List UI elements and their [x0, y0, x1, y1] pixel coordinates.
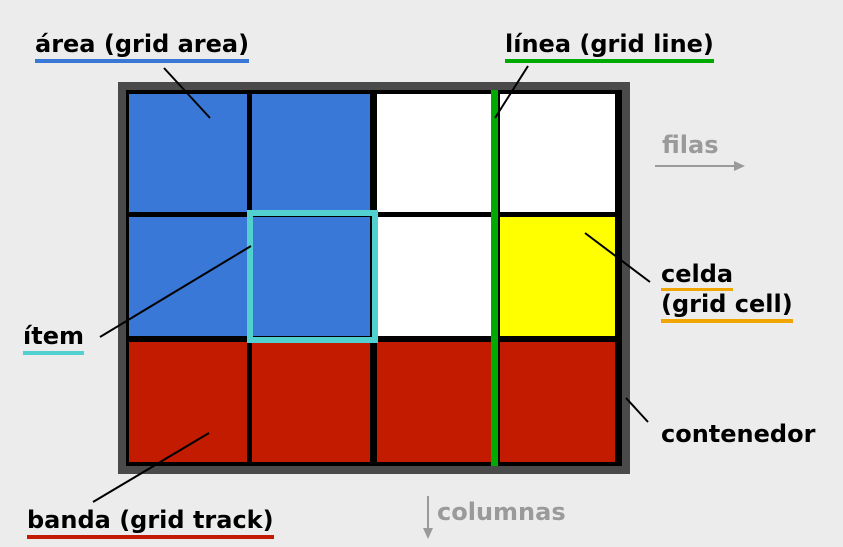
grid-cell-r3-c3: [377, 342, 494, 462]
grid-cell-r2-c1: [129, 217, 247, 336]
grid-cell-r1-c1: [129, 94, 247, 212]
pointer-cell: [584, 232, 651, 283]
grid-cell-r1-c4: [500, 94, 615, 212]
grid-cell-r3-c2: [252, 342, 370, 462]
pointer-line: [494, 65, 529, 119]
rows-arrow: [655, 161, 745, 171]
pointer-container: [625, 397, 649, 423]
label-cell-line2: (grid cell): [661, 291, 793, 323]
label-rows: filas: [662, 132, 719, 159]
label-area-text: área (grid area): [35, 31, 250, 63]
label-line-text: línea (grid line): [505, 31, 714, 63]
label-track: banda (grid track): [27, 507, 274, 539]
grid-cell-r3-c1: [129, 342, 247, 462]
label-track-text: banda (grid track): [27, 507, 274, 539]
grid-cell-r3-c4: [500, 342, 615, 462]
grid-cell-r2-c3: [377, 217, 494, 336]
label-line: línea (grid line): [505, 31, 714, 63]
label-cell-line1: celda: [661, 261, 734, 291]
highlighted-grid-line: [491, 90, 498, 466]
label-container-text: contenedor: [661, 420, 816, 448]
label-columns: columnas: [437, 499, 566, 526]
label-item-text: ítem: [23, 323, 84, 355]
columns-arrow: [423, 496, 433, 539]
grid-item-outline: [247, 210, 378, 343]
grid-cells: [129, 94, 615, 462]
label-columns-text: columnas: [437, 498, 566, 526]
grid-cell-r1-c2: [252, 94, 370, 212]
label-cell: celda (grid cell): [661, 261, 793, 323]
pointer-track: [92, 432, 210, 503]
grid-cell-r1-c3: [377, 94, 494, 212]
pointer-item: [99, 245, 252, 338]
label-rows-text: filas: [662, 131, 719, 159]
pointer-area: [163, 67, 211, 119]
label-item: ítem: [23, 323, 84, 355]
grid-cell-r2-c2: [252, 217, 370, 336]
label-area: área (grid area): [35, 31, 250, 63]
label-container: contenedor: [661, 421, 815, 448]
grid-cell-r2-c4: [500, 217, 615, 336]
